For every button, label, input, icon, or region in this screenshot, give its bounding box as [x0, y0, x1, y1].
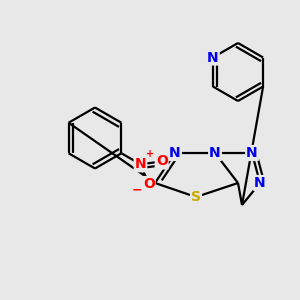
Text: N: N	[135, 157, 146, 171]
Text: N: N	[169, 146, 181, 160]
Text: S: S	[191, 190, 201, 204]
Text: N: N	[209, 146, 221, 160]
Text: −: −	[131, 184, 142, 196]
Text: +: +	[146, 149, 154, 159]
Text: N: N	[246, 146, 258, 160]
Text: N: N	[254, 176, 266, 190]
Text: N: N	[207, 50, 219, 64]
Text: O: O	[143, 177, 154, 191]
Text: O: O	[156, 154, 168, 169]
